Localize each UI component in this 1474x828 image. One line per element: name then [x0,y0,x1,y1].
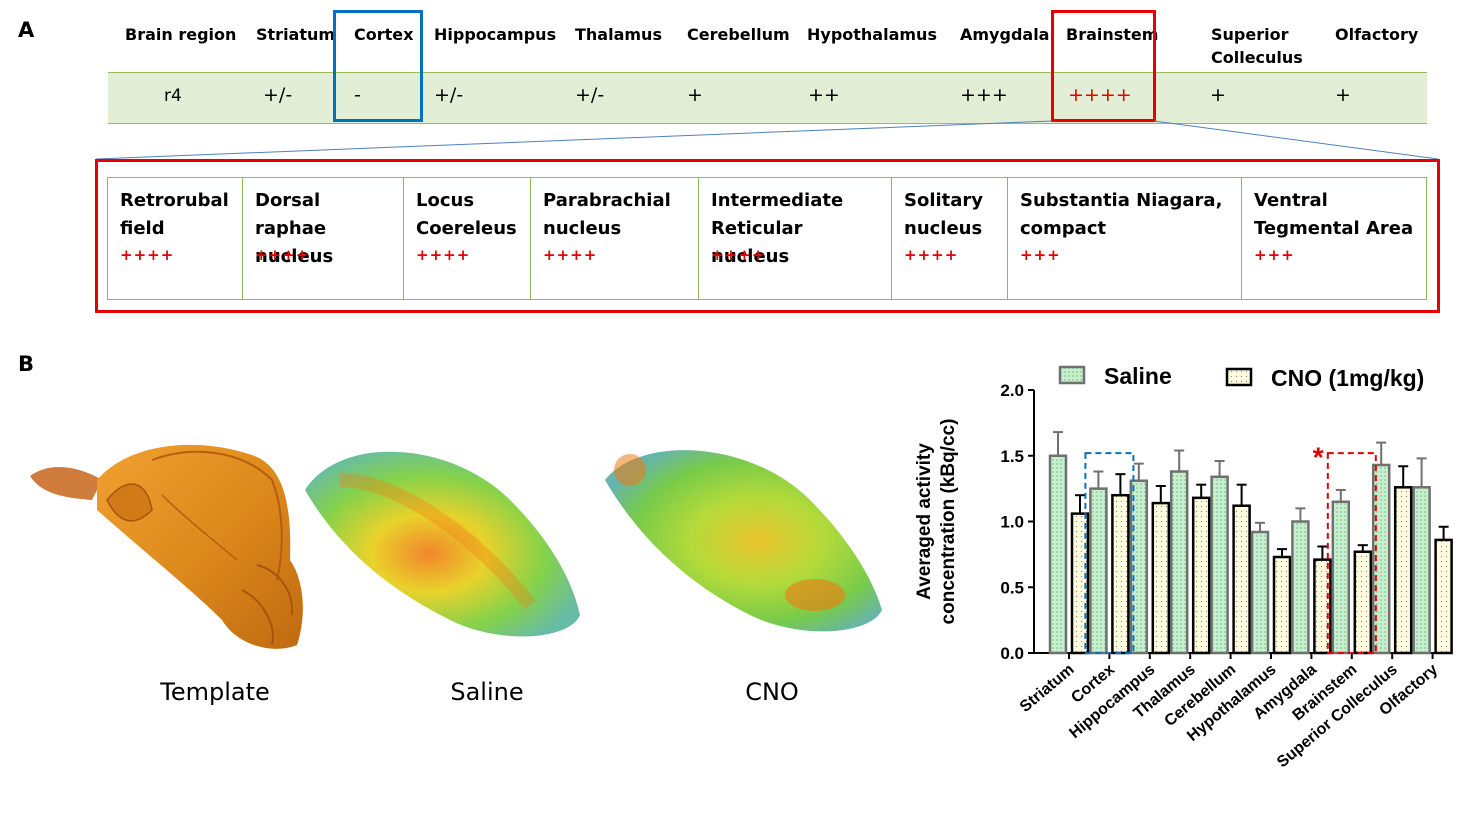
header-hypothalamus: Hypothalamus [807,25,937,44]
cno-bar [1111,493,1130,655]
header-superior-colliculus: Superior Colleculus [1211,25,1303,67]
saline-bar [1089,487,1108,655]
subregion-score: ++++ [255,246,310,264]
y-tick-label: 0.5 [1000,578,1024,597]
subregion-cell: Substantia Niagara, compact +++ [1008,178,1242,299]
cno-bar [1272,555,1292,655]
value-striatum: +/- [263,84,293,106]
value-olfactory: + [1335,84,1351,106]
y-tick-label: 1.5 [1000,447,1024,466]
value-r4: r4 [164,86,182,106]
brainstem-highlight-box [1051,10,1156,122]
subregion-name: Dorsal raphae nucleus [255,190,334,267]
y-tick-label: 2.0 [1000,381,1024,400]
saline-bar [1210,475,1229,655]
subregion-name: Substantia Niagara, compact [1020,190,1223,239]
score-row-band [108,72,1427,124]
legend-cno-swatch [1225,367,1253,387]
subregion-cell: Ventral Tegmental Area +++ [1242,178,1426,299]
saline-bar [1169,470,1189,655]
saline-bar [1250,530,1270,655]
header-striatum: Striatum [256,25,336,44]
cno-bar [1393,486,1413,655]
brainstem-subregion-table: Retrorubal field ++++ Dorsal raphae nucl… [107,177,1427,300]
header-brain-region: Brain region [125,25,237,44]
significance-star: * [1313,441,1324,472]
header-olfactory: Olfactory [1335,25,1419,44]
subregion-score: ++++ [543,246,598,264]
cno-bar [1151,501,1171,655]
activity-bar-chart: 0.0 0.5 1.0 1.5 2.0 Averaged activity concentr… [914,363,1453,771]
legend-saline-swatch [1058,365,1086,385]
subregion-cell: Locus Coereleus ++++ [404,178,531,299]
subregion-score: +++ [1254,246,1295,264]
region-score-table: Brain region Striatum Cortex Hippocampus… [108,10,1427,124]
cno-bar [1191,496,1211,655]
template-brain-image [30,444,303,649]
zoom-connector-lines [95,120,1439,160]
cno-label: CNO [745,678,799,706]
brainstem-dashed-highlight [1326,452,1377,655]
saline-bar [1331,500,1351,655]
cno-bar [1313,558,1332,655]
saline-bar [1291,520,1310,655]
value-amygdala: +++ [960,84,1008,106]
value-hippocampus: +/- [434,84,464,106]
x-tick-label: Striatum [1017,661,1078,716]
y-axis-label: Averaged activity [914,443,935,600]
cortex-highlight-box [333,10,423,122]
subregion-score: ++++ [711,246,766,264]
y-tick-label: 1.0 [1000,513,1024,532]
header-brainstem: Brainstem [1066,25,1159,44]
subregion-name: Locus Coereleus [416,190,517,239]
value-cortex: - [354,84,361,106]
cno-bar [1232,504,1251,655]
header-hippocampus: Hippocampus [434,25,557,44]
subregion-score: ++++ [904,246,959,264]
header-cortex: Cortex [354,25,414,44]
subregion-score: ++++ [120,246,175,264]
y-axis-label-line2: concentration (kBq/cc) [938,419,959,625]
subregion-name: Parabrachial nucleus [543,190,671,239]
subregion-cell: Retrorubal field ++++ [108,178,243,299]
subregion-cell: Solitary nucleus ++++ [892,178,1008,299]
header-cerebellum: Cerebellum [687,25,790,44]
subregion-cell: Intermediate Reticular nucleus ++++ [699,178,892,299]
subregion-name: Ventral Tegmental Area [1254,190,1414,239]
saline-bar [1048,454,1068,655]
subregion-cell: Parabrachial nucleus ++++ [531,178,699,299]
subregion-name: Intermediate Reticular nucleus [711,190,844,267]
cno-brain-image [605,450,882,632]
saline-brain-image [305,451,580,637]
subregion-score: ++++ [416,246,471,264]
panel-a-label: A [18,18,35,42]
y-tick-label: 0.0 [1000,644,1024,663]
value-thalamus: +/- [575,84,605,106]
brainstem-subregion-frame [95,159,1440,313]
subregion-score: +++ [1020,246,1061,264]
cortex-dashed-highlight [1084,452,1135,655]
value-cerebellum: + [687,84,703,106]
saline-bar [1371,463,1391,655]
cno-bar [1353,550,1373,655]
header-thalamus: Thalamus [575,25,662,44]
saline-bar [1412,486,1431,655]
panel-b-label: B [18,352,35,376]
cno-bar [1434,538,1453,655]
value-hypothalamus: ++ [808,84,840,106]
header-amygdala: Amygdala [960,25,1050,44]
legend-saline-label: Saline [1104,363,1172,389]
legend-cno-label: CNO (1mg/kg) [1271,365,1424,391]
subregion-cell: Dorsal raphae nucleus ++++ [243,178,404,299]
template-label: Template [160,678,270,706]
subregion-name: Retrorubal field [120,190,229,239]
subregion-name: Solitary nucleus [904,190,984,239]
saline-label: Saline [450,678,524,706]
value-superior-colliculus: + [1210,84,1226,106]
value-brainstem: ++++ [1068,84,1132,106]
